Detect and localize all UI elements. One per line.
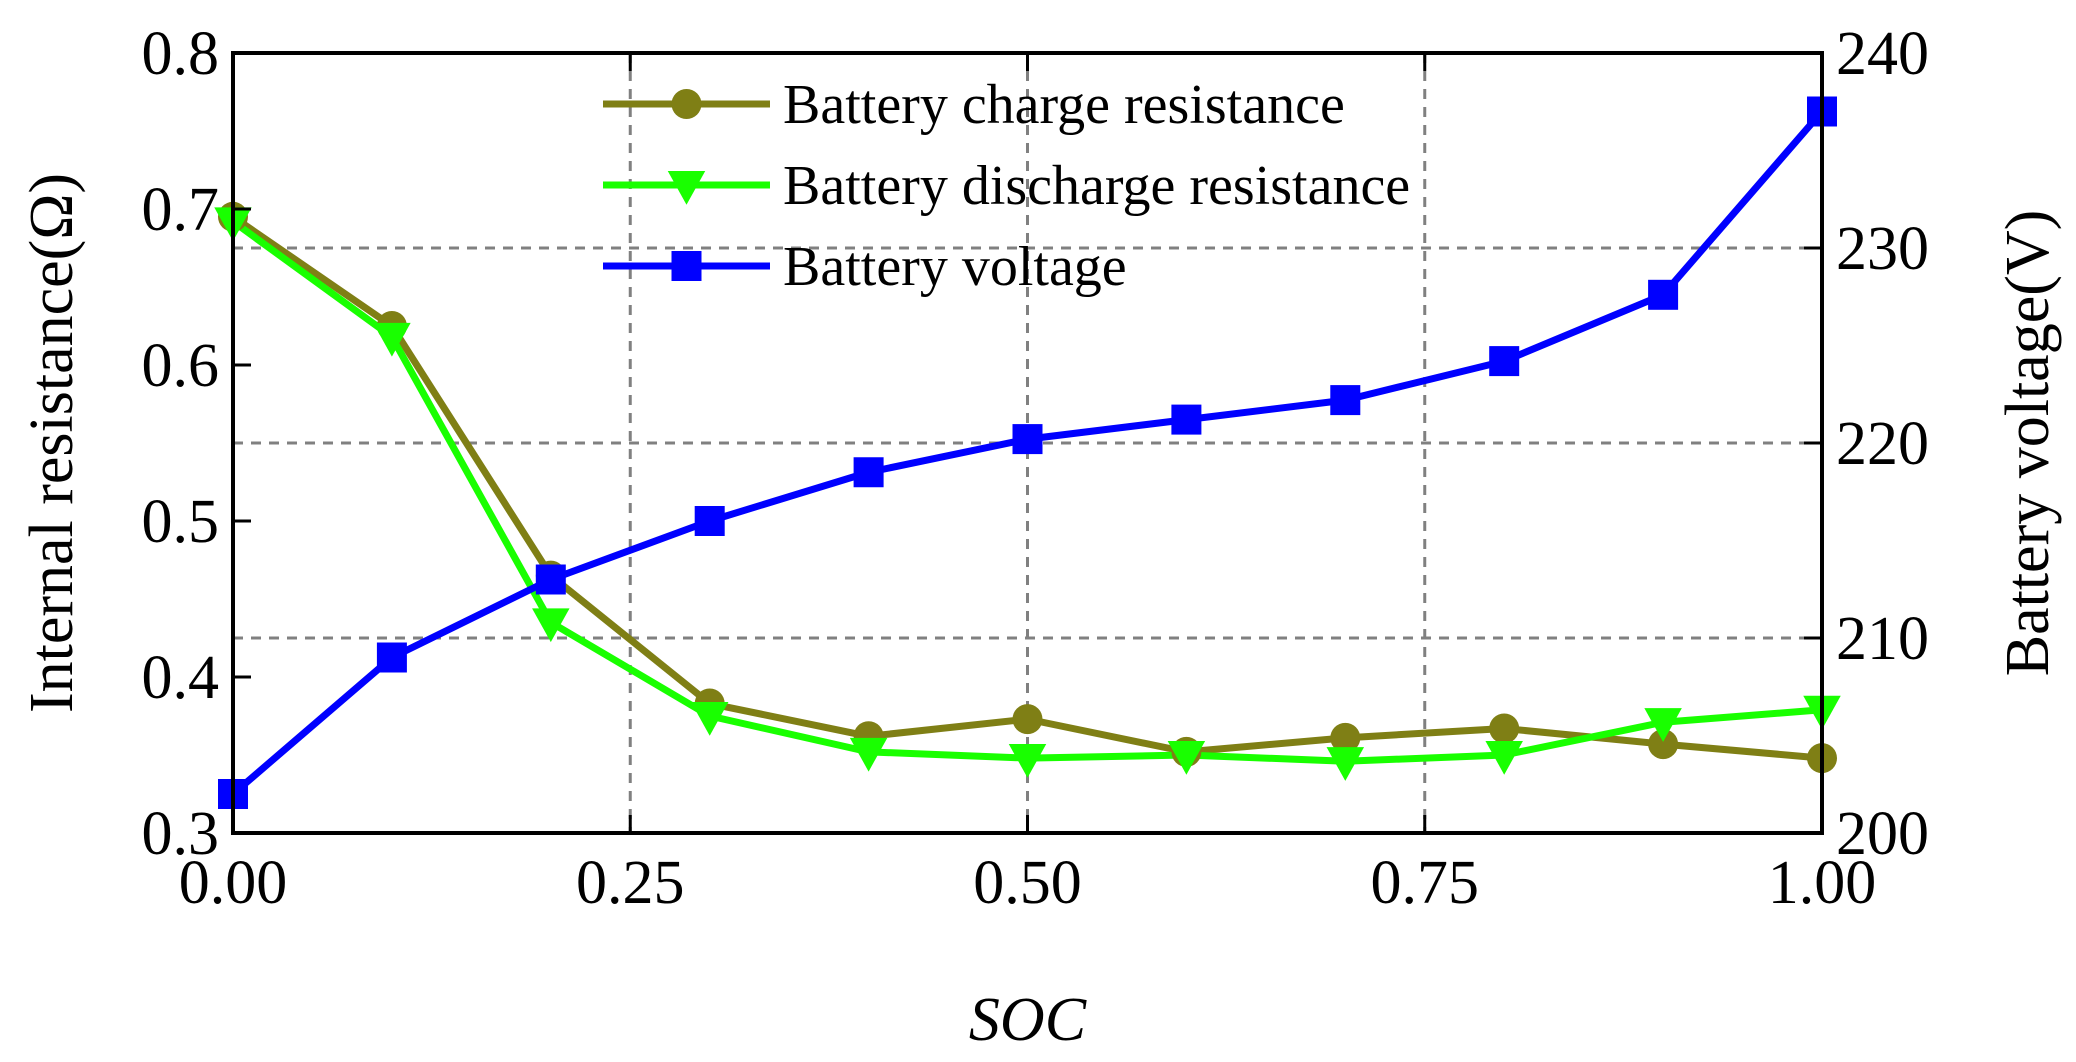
data-point-square <box>1648 279 1679 310</box>
data-point-square <box>1489 346 1520 377</box>
y-right-tick-label: 230 <box>1836 215 1929 283</box>
y-left-axis-title: Internal resistance(Ω) <box>18 173 86 713</box>
data-point-triangle <box>1485 740 1523 775</box>
x-tick-label: 1.00 <box>1768 849 1877 917</box>
data-point-square <box>671 251 702 281</box>
x-axis-title: SOC <box>969 986 1087 1054</box>
data-point-square <box>1171 404 1202 435</box>
y-left-tick-label: 0.3 <box>142 800 220 868</box>
data-point-circle <box>1330 722 1361 753</box>
x-tick-label: 0.25 <box>576 849 685 917</box>
data-point-square <box>1012 424 1043 455</box>
y-right-tick-label: 200 <box>1836 800 1929 868</box>
y-left-tick-label: 0.7 <box>142 176 220 244</box>
y-right-axis-title: Battery voltage(V) <box>1994 210 2062 677</box>
y-right-tick-label: 220 <box>1836 410 1929 478</box>
data-point-square <box>853 457 884 488</box>
data-point-square <box>376 642 407 673</box>
y-left-tick-label: 0.8 <box>142 20 220 88</box>
y-right-tick-label: 210 <box>1836 605 1929 673</box>
data-point-circle <box>671 89 702 119</box>
y-left-tick-label: 0.5 <box>142 488 220 556</box>
data-point-triangle <box>1326 747 1365 781</box>
tick-labels: 0.00 0.25 0.50 0.75 1.00 0.3 0.4 0.5 0.6 0.7 0.8 20… <box>142 20 1930 917</box>
legend-label: Battery charge resistance <box>783 74 1345 136</box>
axis-ticks <box>231 51 1824 835</box>
data-point-circle <box>1012 704 1043 735</box>
data-point-triangle <box>849 737 888 772</box>
data-point-square <box>535 564 566 595</box>
data-point-square <box>694 506 725 536</box>
x-tick-label: 0.75 <box>1371 849 1480 917</box>
data-point-circle <box>1489 713 1520 744</box>
legend-label: Battery voltage <box>783 236 1127 298</box>
data-point-triangle <box>373 322 411 357</box>
y-left-tick-label: 0.6 <box>142 332 220 400</box>
y-left-tick-label: 0.4 <box>142 644 220 712</box>
data-point-triangle <box>1008 744 1047 778</box>
y-right-tick-label: 240 <box>1836 20 1929 88</box>
data-point-square <box>1330 385 1361 416</box>
data-point-triangle <box>1167 740 1206 775</box>
data-point-circle <box>1648 729 1679 760</box>
legend-label: Battery discharge resistance <box>783 155 1410 217</box>
data-point-triangle <box>690 701 729 736</box>
x-tick-label: 0.50 <box>973 849 1082 917</box>
legend: Battery charge resistance Battery dischar… <box>603 74 1410 298</box>
data-point-triangle <box>667 170 706 205</box>
x-tick-label: 0.00 <box>179 849 288 917</box>
data-point-triangle <box>532 608 570 643</box>
data-point-triangle <box>1644 708 1682 742</box>
